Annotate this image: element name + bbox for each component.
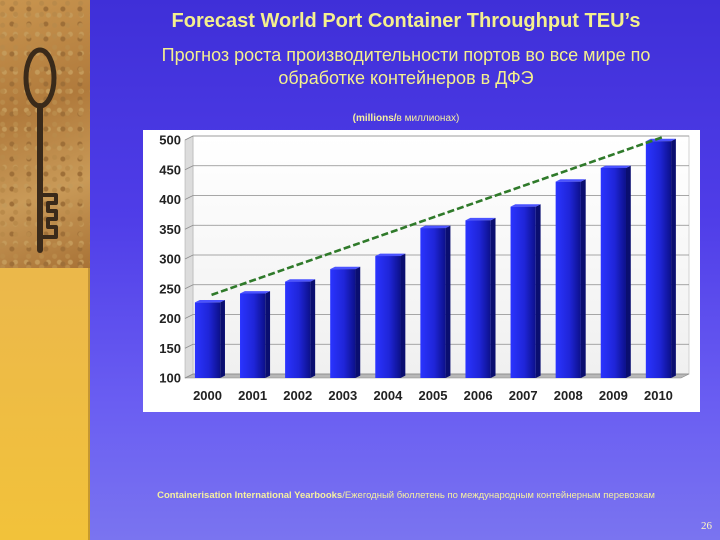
- bar-top: [240, 291, 271, 294]
- y-tick-label: 350: [159, 222, 181, 237]
- gridline: [184, 195, 689, 200]
- x-tick-label: 2000: [193, 388, 222, 403]
- bar-side: [535, 204, 541, 378]
- y-tick-label: 500: [159, 133, 181, 148]
- bar: [510, 206, 536, 378]
- antique-key-photo: [0, 0, 90, 268]
- unit-note-ru: в миллионах): [396, 113, 460, 124]
- y-tick-label: 250: [159, 281, 181, 296]
- bar: [420, 228, 446, 378]
- slide-title: Forecast World Port Container Throughput…: [171, 10, 641, 32]
- bar-side: [310, 279, 316, 378]
- x-tick-label: 2003: [328, 388, 357, 403]
- y-tick-label: 400: [159, 192, 181, 207]
- bar-side: [490, 217, 496, 378]
- slide-subtitle: Прогноз роста производительности портов …: [92, 44, 720, 90]
- bar-side: [355, 266, 361, 378]
- gridline: [184, 135, 689, 141]
- bar-top: [330, 266, 361, 270]
- bar: [240, 293, 266, 378]
- bar-side: [220, 300, 225, 378]
- x-tick-label: 2008: [554, 388, 583, 403]
- unit-note: (millions/в миллионах): [92, 113, 720, 124]
- source-note-ru: /Ежегодный бюллетень по международным ко…: [342, 490, 655, 501]
- gridline: [184, 165, 689, 171]
- bar-side: [580, 179, 586, 378]
- bar-side: [445, 225, 451, 378]
- bar-top: [645, 138, 676, 142]
- bar: [465, 220, 491, 378]
- bar: [555, 181, 581, 378]
- bar: [285, 281, 311, 378]
- x-tick-label: 2009: [599, 388, 628, 403]
- x-tick-label: 2007: [509, 388, 538, 403]
- chart-panel: 100 150 200 250 300 350 400 450 500 2000 2001 2002…: [143, 130, 700, 412]
- bar-side: [625, 165, 631, 378]
- unit-note-en: (millions/: [352, 113, 397, 124]
- bar: [600, 167, 626, 378]
- bar-top: [194, 300, 225, 303]
- subtitle-line-1: Прогноз роста производительности портов …: [161, 45, 651, 65]
- bar-side: [400, 253, 406, 378]
- bar-side: [265, 291, 271, 378]
- bar-top: [285, 279, 316, 282]
- subtitle-line-2: обработке контейнеров в ДФЭ: [278, 68, 534, 88]
- bar: [330, 269, 356, 378]
- bar: [375, 256, 401, 378]
- bar-top: [375, 253, 406, 257]
- bar-top: [600, 165, 631, 168]
- y-tick-label: 150: [159, 341, 181, 356]
- x-tick-label: 2001: [238, 388, 267, 403]
- bar-side: [671, 138, 676, 378]
- page-number: 26: [701, 520, 712, 532]
- x-tick-label: 2005: [419, 388, 448, 403]
- bar-top: [510, 204, 541, 207]
- bar-top: [420, 225, 451, 229]
- x-tick-label: 2004: [373, 388, 403, 403]
- bar-top: [555, 179, 586, 182]
- bar: [645, 141, 672, 378]
- y-tick-label: 450: [159, 162, 181, 177]
- source-note-en: Containerisation International Yearbooks: [157, 490, 343, 501]
- x-tick-label: 2010: [644, 388, 673, 403]
- y-tick-label: 100: [159, 371, 181, 386]
- y-tick-label: 300: [159, 252, 181, 267]
- source-note: Containerisation International Yearbooks…: [92, 490, 720, 501]
- y-tick-label: 200: [159, 311, 181, 326]
- bar-top: [465, 217, 496, 221]
- x-tick-label: 2002: [283, 388, 312, 403]
- bar-chart: 100 150 200 250 300 350 400 450 500 2000 2001 2002…: [159, 133, 690, 403]
- x-tick-label: 2006: [464, 388, 493, 403]
- bar: [194, 302, 221, 378]
